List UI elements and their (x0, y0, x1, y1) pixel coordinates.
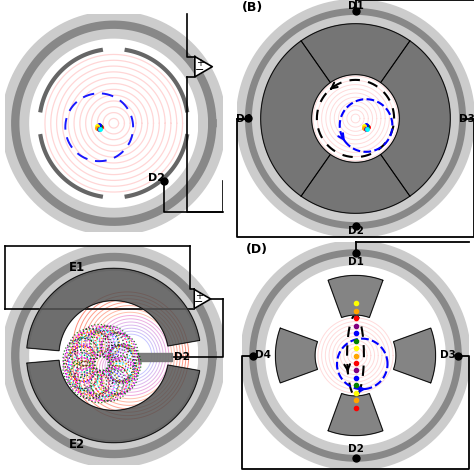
Text: −: − (194, 297, 204, 308)
Polygon shape (328, 393, 383, 436)
Text: D2: D2 (347, 226, 364, 236)
Polygon shape (261, 41, 330, 196)
Polygon shape (328, 275, 383, 318)
Polygon shape (27, 360, 200, 443)
Polygon shape (27, 268, 200, 351)
Text: D2: D2 (148, 173, 164, 183)
Text: D2: D2 (174, 352, 190, 362)
Polygon shape (301, 155, 410, 213)
Text: D4: D4 (236, 113, 252, 124)
Text: D1: D1 (347, 257, 364, 267)
Text: D1: D1 (347, 1, 364, 11)
Text: E1: E1 (69, 261, 85, 273)
Text: (B): (B) (241, 1, 263, 14)
Polygon shape (275, 328, 318, 383)
Text: +: + (195, 291, 203, 301)
Text: D3: D3 (440, 350, 456, 361)
Polygon shape (195, 56, 212, 77)
Polygon shape (138, 354, 172, 361)
Polygon shape (194, 289, 210, 309)
Polygon shape (301, 24, 410, 82)
Text: −: − (195, 65, 205, 75)
Text: (D): (D) (246, 243, 268, 255)
Text: D4: D4 (255, 350, 271, 361)
Text: D3: D3 (459, 113, 474, 124)
Text: +: + (196, 58, 204, 68)
Text: D2: D2 (347, 444, 364, 454)
Polygon shape (381, 41, 450, 196)
Polygon shape (393, 328, 436, 383)
Text: E2: E2 (69, 438, 85, 451)
